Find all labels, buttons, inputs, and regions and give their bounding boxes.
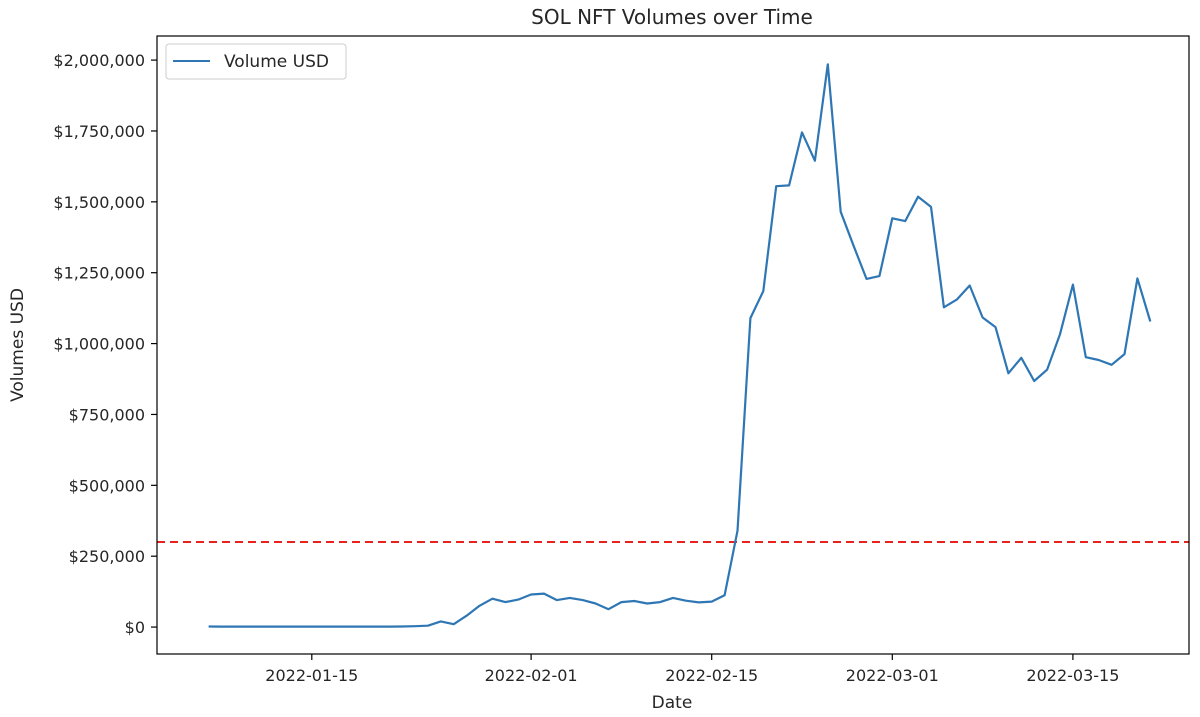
y-tick-label: $0 — [125, 618, 145, 637]
chart-title: SOL NFT Volumes over Time — [531, 5, 813, 29]
x-axis-label: Date — [652, 693, 693, 713]
x-tick-label: 2022-02-15 — [665, 666, 758, 685]
x-tick-label: 2022-03-01 — [846, 666, 939, 685]
y-tick-label: $500,000 — [69, 476, 145, 495]
x-tick-label: 2022-03-15 — [1026, 666, 1119, 685]
plot-frame — [156, 35, 1190, 655]
y-tick-label: $1,250,000 — [53, 264, 145, 283]
legend: Volume USD — [165, 43, 347, 80]
legend-box — [165, 43, 347, 80]
x-axis-ticks: 2022-01-15 2022-02-01 2022-02-15 2022-03-01… — [265, 654, 1119, 685]
x-tick-label: 2022-01-15 — [265, 666, 358, 685]
y-tick-label: $1,750,000 — [53, 122, 145, 141]
plot-area — [157, 36, 1189, 654]
legend-label-volume-usd: Volume USD — [224, 52, 329, 72]
y-tick-label: $1,000,000 — [53, 335, 145, 354]
y-tick-label: $750,000 — [69, 405, 145, 424]
y-axis-ticks: $0 $250,000 $500,000 $750,000 $1,000,000 $1,2… — [53, 51, 157, 637]
y-tick-label: $1,500,000 — [53, 193, 145, 212]
y-tick-label: $250,000 — [69, 547, 145, 566]
series-line-volume-usd — [208, 63, 1152, 628]
y-axis-label: Volumes USD — [8, 288, 28, 402]
x-tick-label: 2022-02-01 — [485, 666, 578, 685]
y-tick-label: $2,000,000 — [53, 51, 145, 70]
